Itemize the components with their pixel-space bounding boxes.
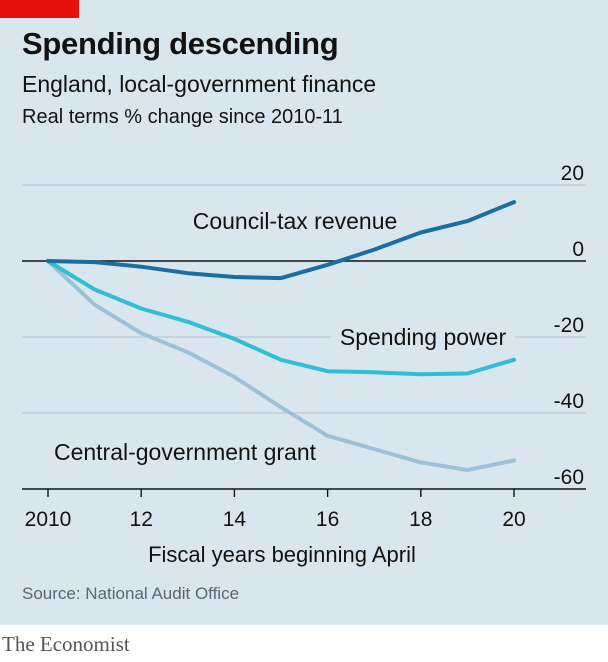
series-line [46, 200, 516, 281]
x-axis-title: Fiscal years beginning April [148, 542, 416, 567]
x-axis: 2010 12 14 16 18 20 [25, 489, 526, 531]
y-tick-label: -60 [554, 466, 584, 489]
series-line [46, 259, 516, 377]
chart-title: Spending descending [22, 26, 339, 61]
x-tick-label: 12 [130, 508, 153, 531]
x-tick-label: 14 [223, 508, 247, 531]
gridlines [22, 184, 586, 490]
series-line [46, 259, 516, 472]
chart-panel [0, 0, 608, 625]
y-tick-label: -40 [554, 390, 584, 413]
x-tick-label: 18 [409, 508, 432, 531]
series-labels: Council-tax revenue Spending power Central… [54, 208, 515, 465]
chart-subtitle: England, local-government finance [22, 71, 377, 97]
brand-red-tag [0, 0, 79, 18]
y-tick-label: 20 [561, 162, 584, 185]
series-label: Council-tax revenue [193, 208, 398, 234]
x-tick-label: 16 [316, 508, 339, 531]
x-tick-label: 2010 [25, 508, 72, 531]
y-axis-labels: 20 0 -20 -40 -60 [554, 162, 584, 489]
series-lines [46, 200, 516, 472]
source-note: Source: National Audit Office [22, 584, 240, 603]
y-tick-label: -20 [554, 314, 584, 337]
x-tick-label: 20 [502, 508, 525, 531]
brand-logo: The Economist [2, 632, 130, 656]
y-tick-label: 0 [572, 238, 584, 261]
series-label: Central-government grant [54, 439, 317, 465]
line-chart: 2010 12 14 16 18 20 20 0 -20 -40 -60 Council-tax … [22, 162, 586, 567]
chart-units: Real terms % change since 2010-11 [22, 106, 343, 128]
label-knockout [331, 323, 515, 353]
series-label: Spending power [340, 324, 507, 350]
